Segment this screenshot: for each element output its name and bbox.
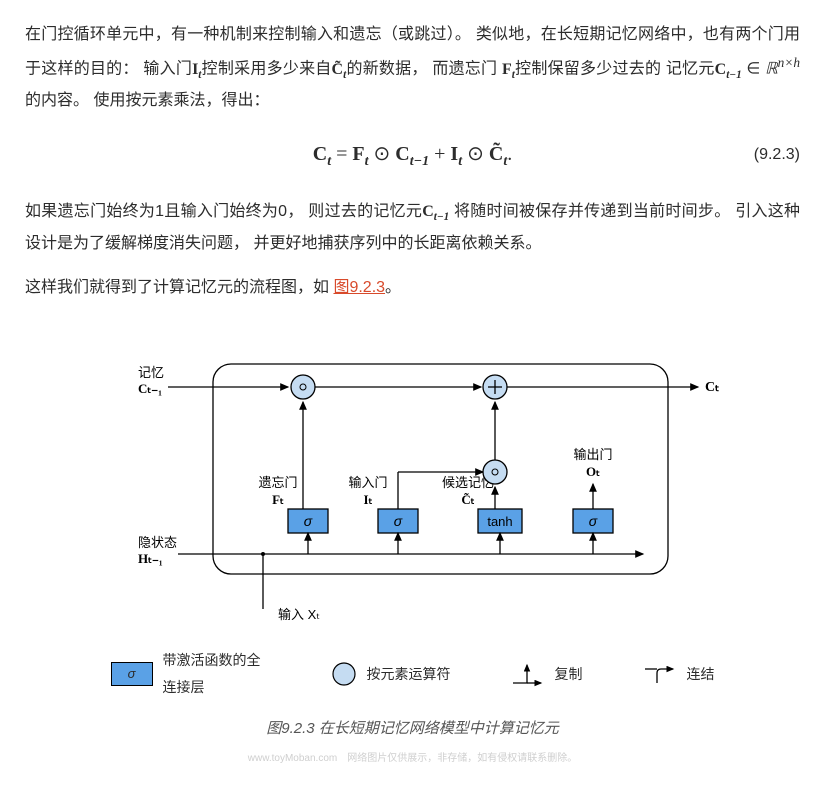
lstm-diagram: 记忆 Cₜ₋₁ Cₜ 遗忘门 Fₜ σ 输入门 Iₜ σ 候选记忆 C̃ₜ ta… — [93, 329, 733, 629]
label-output-gate: 输出门 — [573, 447, 612, 462]
label-Ft: Fₜ — [272, 492, 284, 507]
math-Ct1b: Ct−1 — [422, 203, 449, 220]
paragraph-3: 这样我们就得到了计算记忆元的流程图，如 图9.2.3。 — [25, 273, 800, 303]
label-Ht1: Hₜ₋₁ — [138, 551, 163, 566]
math-R: ℝ — [765, 61, 778, 78]
label-input-gate: 输入门 — [348, 475, 387, 490]
text: 这样我们就得到了计算记忆元的流程图，如 — [25, 279, 333, 296]
sigma-output: σ — [588, 513, 597, 529]
legend: σ 带激活函数的全连接层 按元素运算符 复制 连结 — [25, 647, 800, 700]
legend-circle-icon — [331, 661, 357, 687]
legend-text-3: 复制 — [555, 661, 583, 688]
figure-9-2-3: 记忆 Cₜ₋₁ Cₜ 遗忘门 Fₜ σ 输入门 Iₜ σ 候选记忆 C̃ₜ ta… — [25, 329, 800, 768]
label-input-x: 输入 Xₜ — [278, 607, 320, 622]
paragraph-2: 如果遗忘门始终为1且输入门始终为0， 则过去的记忆元Ct−1 将随时间被保存并传… — [25, 197, 800, 259]
sigma-forget: σ — [303, 513, 312, 529]
label-Ctilde: C̃ₜ — [461, 492, 474, 507]
tanh-box: tanh — [487, 514, 512, 529]
label-Ct1: Cₜ₋₁ — [138, 381, 162, 396]
legend-sigma-box: σ — [111, 662, 153, 686]
label-hidden: 隐状态 — [138, 535, 177, 550]
sigma-input: σ — [393, 513, 402, 529]
legend-copy: 复制 — [509, 647, 583, 700]
label-forget-gate: 遗忘门 — [258, 475, 297, 490]
figure-link[interactable]: 图9.2.3 — [333, 279, 385, 296]
legend-copy-icon — [509, 661, 545, 687]
legend-text-2: 按元素运算符 — [367, 661, 451, 688]
equation: Ct = Ft ⊙ Ct−1 + It ⊙ C̃t. — [313, 135, 512, 176]
legend-concat: 连结 — [641, 647, 715, 700]
legend-concat-icon — [641, 661, 677, 687]
watermark: www.toyMoban.com 网络图片仅供展示，非存储，如有侵权请联系删除。 — [25, 749, 800, 768]
math-Ft: Ft — [502, 61, 515, 78]
legend-elementwise: 按元素运算符 — [331, 647, 451, 700]
text: 如果遗忘门始终为1且输入门始终为0， 则过去的记忆元 — [25, 203, 422, 220]
label-It: Iₜ — [363, 492, 372, 507]
label-memory: 记忆 — [138, 365, 164, 380]
math-Ct1: Ct−1 — [715, 61, 742, 78]
math-nxh: n×h — [778, 55, 800, 70]
legend-text-1: 带激活函数的全连接层 — [163, 647, 273, 700]
paragraph-1: 在门控循环单元中，有一种机制来控制输入和遗忘（或跳过）。 类似地，在长短期记忆网… — [25, 20, 800, 117]
text: 的新数据， 而遗忘门 — [346, 61, 497, 78]
equation-number: (9.2.3) — [754, 140, 800, 170]
legend-fc-layer: σ 带激活函数的全连接层 — [111, 647, 273, 700]
equation-block: Ct = Ft ⊙ Ct−1 + It ⊙ C̃t. (9.2.3) — [25, 135, 800, 176]
label-Ot: Oₜ — [586, 464, 600, 479]
text: 控制采用多少来自 — [201, 61, 331, 78]
text: 控制保留多少过去的 记忆元 — [515, 61, 715, 78]
label-Ct: Cₜ — [705, 380, 719, 395]
figure-caption: 图9.2.3 在长短期记忆网络模型中计算记忆元 — [25, 715, 800, 744]
text: 。 — [385, 279, 401, 296]
text: 的内容。 使用按元素乘法，得出： — [25, 92, 269, 109]
math-It: It — [192, 61, 201, 78]
math-Ctilde: C̃t — [332, 61, 347, 78]
legend-text-4: 连结 — [687, 661, 715, 688]
